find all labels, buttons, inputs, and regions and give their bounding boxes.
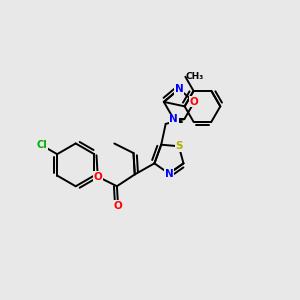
Text: N: N (169, 114, 178, 124)
Text: Cl: Cl (36, 140, 47, 150)
Text: O: O (114, 200, 122, 211)
Text: N: N (165, 169, 173, 178)
Text: O: O (93, 172, 102, 182)
Text: S: S (175, 141, 183, 151)
Text: O: O (190, 97, 199, 107)
Text: N: N (175, 84, 183, 94)
Text: CH₃: CH₃ (185, 72, 204, 81)
